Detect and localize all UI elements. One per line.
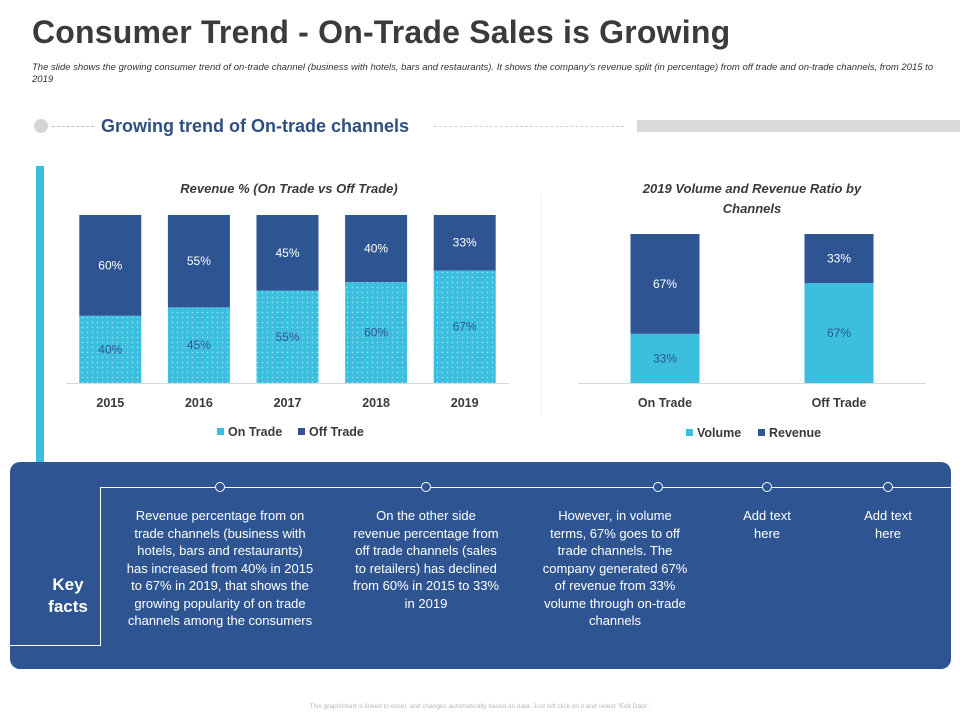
x-tick-label: 2015 xyxy=(96,396,124,410)
x-tick-label: On Trade xyxy=(638,396,692,410)
page-title: Consumer Trend - On-Trade Sales is Growi… xyxy=(32,14,731,50)
bar-segment xyxy=(804,283,874,383)
data-label: 45% xyxy=(275,246,299,260)
legend-swatch xyxy=(217,428,224,435)
x-tick-label: 2016 xyxy=(185,396,213,410)
legend-swatch xyxy=(758,429,765,436)
accent-bar xyxy=(36,166,44,530)
bar-segment-texture xyxy=(79,315,142,383)
x-tick-label: 2019 xyxy=(451,396,479,410)
key-fact-text: Add text here xyxy=(864,508,912,541)
legend-swatch xyxy=(686,429,693,436)
legend-label: Volume xyxy=(697,426,741,440)
key-fact-dot-icon xyxy=(215,482,225,492)
legend-swatch xyxy=(298,428,305,435)
key-fact-dot-icon xyxy=(653,482,663,492)
key-fact-dot-icon xyxy=(883,482,893,492)
bar-segment xyxy=(167,215,230,308)
data-label: 67% xyxy=(827,326,851,340)
key-facts-connector-horizontal xyxy=(100,487,960,488)
data-label: 67% xyxy=(653,277,677,291)
key-facts-title: Key facts xyxy=(48,575,88,616)
data-label: 40% xyxy=(98,342,122,356)
data-label: 60% xyxy=(364,326,388,340)
x-tick-label: Off Trade xyxy=(812,396,867,410)
section-bar xyxy=(637,120,960,132)
section-divider-left xyxy=(52,126,94,127)
legend-label: Revenue xyxy=(769,426,821,440)
bar-segment xyxy=(804,234,874,284)
legend-label: Off Trade xyxy=(309,425,364,439)
key-fact-dot-icon xyxy=(762,482,772,492)
key-facts-connector-vertical xyxy=(100,487,101,645)
bar-segment-texture xyxy=(256,290,319,383)
key-fact-text: On the other side revenue percentage fro… xyxy=(353,508,499,611)
data-label: 67% xyxy=(453,320,477,334)
x-tick-label: 2018 xyxy=(362,396,390,410)
legend-label: On Trade xyxy=(228,425,282,439)
footer-note: This graph/chart is linked to excel, and… xyxy=(309,703,651,710)
key-facts-connector-bottom xyxy=(10,645,101,646)
key-fact-text: Add text here xyxy=(743,508,791,541)
bar-segment-texture xyxy=(433,270,496,383)
bar-segment xyxy=(256,215,319,291)
bar-segment xyxy=(630,333,700,383)
data-label: 40% xyxy=(364,242,388,256)
bar-segment xyxy=(79,215,142,316)
data-label: 33% xyxy=(453,236,477,250)
data-label: 45% xyxy=(187,338,211,352)
section-divider-right xyxy=(434,126,624,127)
section-dot-icon xyxy=(34,119,48,133)
bar-segment xyxy=(433,215,496,271)
key-facts-panel xyxy=(10,462,951,669)
chart-title: 2019 Volume and Revenue Ratio by xyxy=(642,181,862,196)
key-fact-dot-icon xyxy=(421,482,431,492)
charts-canvas: Revenue % (On Trade vs Off Trade) 40% 60% 2… xyxy=(66,181,926,440)
data-label: 33% xyxy=(653,351,677,365)
bar-segment xyxy=(345,215,408,283)
data-label: 33% xyxy=(827,252,851,266)
data-label: 55% xyxy=(275,330,299,344)
bar-segment xyxy=(630,234,700,334)
chart-title: Channels xyxy=(723,201,782,216)
data-label: 55% xyxy=(187,254,211,268)
chart-title: Revenue % (On Trade vs Off Trade) xyxy=(180,181,397,196)
page-subtitle: The slide shows the growing consumer tre… xyxy=(32,62,934,85)
bar-segment-texture xyxy=(345,282,408,383)
x-tick-label: 2017 xyxy=(274,396,302,410)
data-label: 60% xyxy=(98,258,122,272)
bar-segment-texture xyxy=(167,307,230,383)
key-fact-text: However, in volume terms, 67% goes to of… xyxy=(542,508,688,628)
key-fact-text: Revenue percentage from on trade channel… xyxy=(126,508,314,628)
section-title: Growing trend of On-trade channels xyxy=(101,116,410,136)
